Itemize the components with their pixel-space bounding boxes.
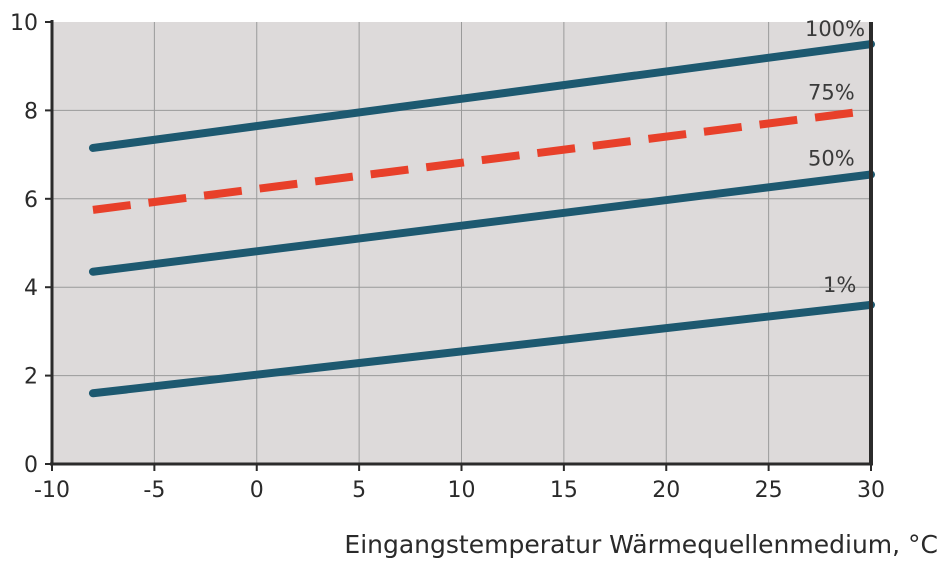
series-label-75pct: 75% [808, 80, 855, 104]
series-labels: 100% 75% 50% 1% [805, 17, 865, 297]
series-line-75pct [92, 106, 872, 214]
x-axis-ticks: -10 -5 0 5 10 15 20 25 30 [34, 464, 885, 503]
x-tick-label: 25 [755, 478, 783, 503]
horizontal-gridlines [52, 109, 871, 377]
series-label-1pct: 1% [823, 273, 856, 297]
series-label-50pct: 50% [808, 146, 855, 170]
series-line-1pct [88, 300, 875, 398]
x-tick-label: -10 [34, 478, 70, 503]
series-lines [88, 40, 875, 398]
y-tick-label: 0 [24, 453, 38, 478]
series-line-50pct [88, 170, 875, 276]
x-tick-label: 20 [652, 478, 680, 503]
x-axis-label: Eingangstemperatur Wärmequellenmedium, °… [344, 530, 938, 559]
y-tick-label: 8 [24, 99, 38, 124]
y-axis-ticks: 0 2 4 6 8 10 [10, 11, 52, 478]
x-tick-label: 0 [250, 478, 264, 503]
x-tick-label: -5 [143, 478, 165, 503]
x-tick-label: 5 [352, 478, 366, 503]
y-tick-label: 2 [24, 365, 38, 390]
series-line-100pct [88, 40, 875, 152]
x-tick-label: 15 [550, 478, 578, 503]
y-tick-label: 4 [24, 276, 38, 301]
x-tick-label: 10 [448, 478, 476, 503]
y-tick-label: 10 [10, 11, 38, 36]
x-tick-label: 30 [857, 478, 885, 503]
y-tick-label: 6 [24, 188, 38, 213]
series-label-100pct: 100% [805, 17, 865, 41]
